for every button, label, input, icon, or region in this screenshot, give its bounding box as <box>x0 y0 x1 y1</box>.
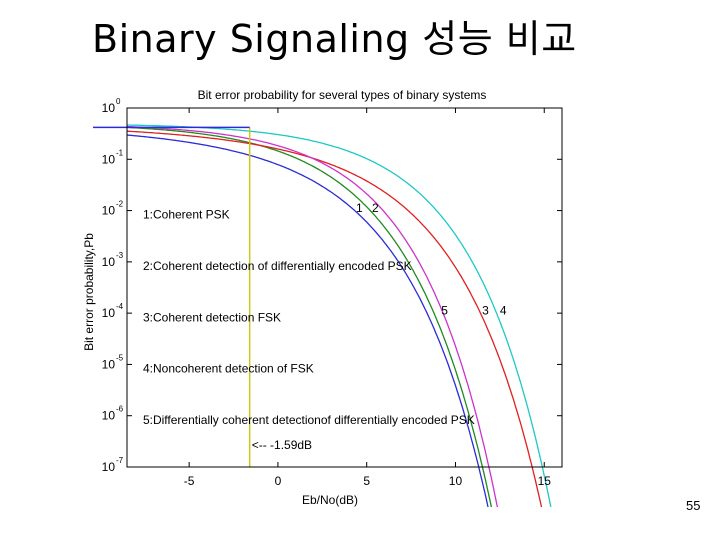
series-line-1 <box>127 134 489 507</box>
page-number: 55 <box>686 498 701 513</box>
curve-number-2: 2 <box>372 201 379 215</box>
curve-number-1: 1 <box>356 201 363 215</box>
y-tick-label: 10 <box>102 357 116 371</box>
curve-annotation-1: 1:Coherent PSK <box>143 208 230 222</box>
curve-annotation-5: 5:Differentially coherent detectionof di… <box>143 413 475 427</box>
x-axis-label: Eb/No(dB) <box>302 493 358 507</box>
y-tick-exponent: 0 <box>116 97 121 106</box>
y-tick-label: 10 <box>102 409 116 423</box>
curve-annotation-2: 2:Coherent detection of differentially e… <box>143 259 412 273</box>
plot-frame <box>126 107 563 468</box>
shannon-limit-label: <-- -1.59dB <box>252 438 312 452</box>
y-tick-label: 10 <box>102 152 116 166</box>
series-line-2 <box>127 126 493 507</box>
x-tick-label: 0 <box>275 474 282 488</box>
curve-number-4: 4 <box>500 304 507 318</box>
y-tick-exponent: -1 <box>116 148 124 157</box>
y-tick-label: 10 <box>102 306 116 320</box>
curve-annotation-4: 4:Noncoherent detection of FSK <box>143 362 314 376</box>
y-axis-label: Bit error probability,Pb <box>82 233 96 351</box>
slide-title: Binary Signaling 성능 비교 <box>92 17 577 61</box>
y-tick-exponent: -4 <box>116 302 124 311</box>
x-tick-label: 5 <box>363 474 370 488</box>
chart-title: Bit error probability for several types … <box>198 88 487 102</box>
series-line-3 <box>127 130 543 507</box>
curve-annotation-3: 3:Coherent detection FSK <box>143 310 281 324</box>
y-tick-label: 10 <box>102 255 116 269</box>
y-tick-exponent: -2 <box>116 200 124 209</box>
x-tick-label: -5 <box>184 474 195 488</box>
y-tick-exponent: -5 <box>116 353 124 362</box>
y-tick-exponent: -7 <box>116 456 124 465</box>
y-tick-label: 10 <box>102 460 116 474</box>
curve-number-5: 5 <box>441 304 448 318</box>
x-tick-label: 15 <box>538 474 552 488</box>
y-tick-label: 10 <box>102 204 116 218</box>
curve-number-3: 3 <box>482 304 489 318</box>
series-line-5 <box>127 125 499 507</box>
x-tick-label: 10 <box>449 474 463 488</box>
y-tick-exponent: -3 <box>116 251 124 260</box>
y-tick-exponent: -6 <box>116 405 124 414</box>
y-tick-label: 10 <box>102 101 116 115</box>
